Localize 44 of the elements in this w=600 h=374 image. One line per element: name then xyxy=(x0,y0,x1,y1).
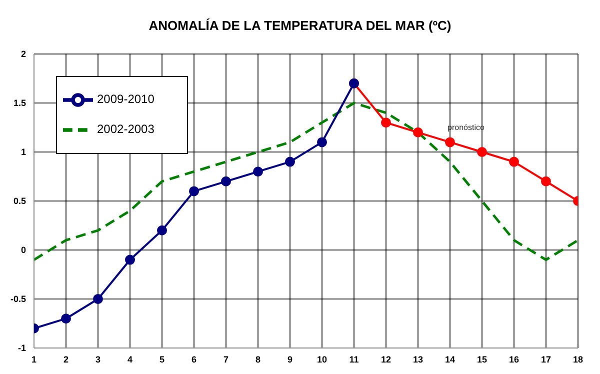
point xyxy=(317,137,327,148)
y-tick-label: 0 xyxy=(20,245,26,256)
point xyxy=(445,137,455,148)
point xyxy=(381,118,391,128)
chart-title: ANOMALÍA DE LA TEMPERATURA DEL MAR (ºC) xyxy=(148,17,452,35)
legend-label: 2009-2010 xyxy=(97,92,154,106)
x-tick-label: 18 xyxy=(572,354,584,364)
legend-label: 2002-2003 xyxy=(97,122,154,136)
point xyxy=(61,314,71,324)
point xyxy=(541,176,551,186)
point xyxy=(285,156,295,167)
point xyxy=(509,156,519,167)
point xyxy=(157,225,167,236)
x-tick-label: 16 xyxy=(508,354,520,364)
point xyxy=(93,294,103,304)
y-tick-label: 2 xyxy=(20,49,26,60)
x-tick-label: 11 xyxy=(349,354,359,364)
x-tick-label: 3 xyxy=(95,354,101,364)
line-series xyxy=(34,102,578,262)
x-tick-label: 13 xyxy=(412,354,424,364)
x-tick-label: 9 xyxy=(287,354,293,364)
x-tick-label: 7 xyxy=(223,354,229,364)
point xyxy=(125,254,135,265)
y-tick-label: -0.5 xyxy=(10,294,26,304)
y-tick-label: 1 xyxy=(20,147,26,158)
point xyxy=(253,166,263,177)
x-tick-label: 1 xyxy=(31,354,37,364)
x-tick-label: 6 xyxy=(191,354,197,364)
point xyxy=(189,186,199,196)
y-tick-label: -1 xyxy=(18,343,26,354)
x-tick-label: 15 xyxy=(476,354,488,364)
x-tick-label: 5 xyxy=(159,354,165,364)
x-tick-label: 8 xyxy=(255,354,261,364)
point xyxy=(477,147,487,157)
x-tick-label: 2 xyxy=(63,354,69,364)
x-tick-label: 4 xyxy=(127,354,133,364)
y-tick-label: 1.5 xyxy=(13,98,26,108)
x-tick-label: 12 xyxy=(380,354,392,364)
point xyxy=(413,127,423,138)
x-tick-label: 10 xyxy=(316,354,328,364)
x-tick-label: 14 xyxy=(444,354,456,364)
point xyxy=(221,176,231,186)
y-tick-label: 0.5 xyxy=(13,196,26,206)
x-tick-label: 17 xyxy=(540,354,552,364)
